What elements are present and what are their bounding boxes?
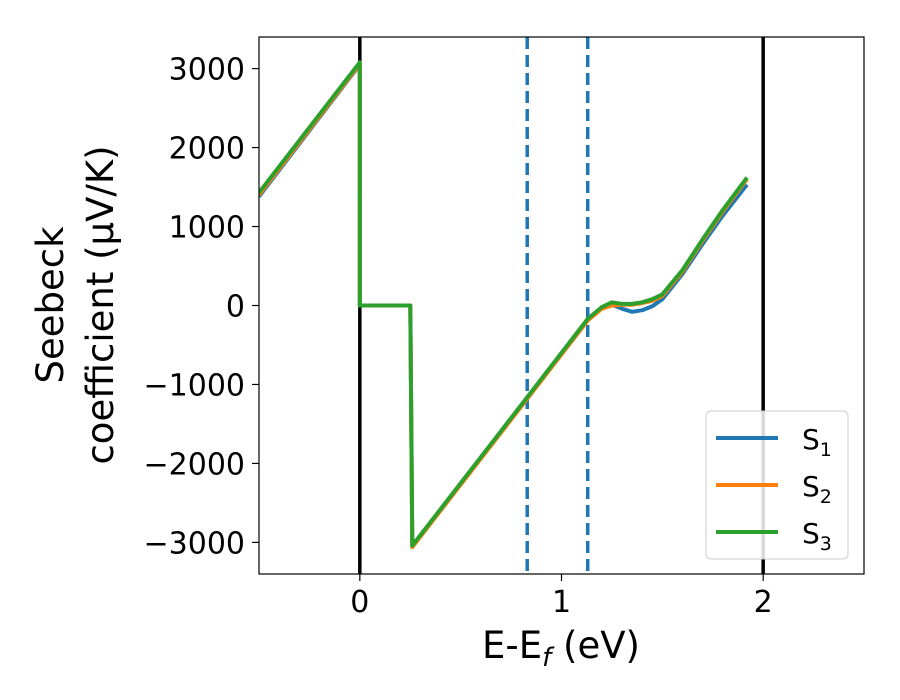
legend: S1 S2 S3 <box>705 410 849 560</box>
y-axis: −3000 −2000 −1000 0 1000 2000 3000 <box>144 53 259 561</box>
x-axis-title: E-Ef (eV) <box>482 624 640 673</box>
x-axis-title-tail: (eV) <box>551 624 640 667</box>
series-line-3 <box>259 60 749 548</box>
legend-label-2: S2 <box>802 470 832 508</box>
legend-label-1: S1 <box>802 423 832 461</box>
y-tick-label: 2000 <box>169 132 245 167</box>
y-tick-label: 0 <box>226 290 245 325</box>
x-tick-label: 2 <box>754 585 773 620</box>
y-tick-label: −1000 <box>144 368 245 403</box>
y-axis-title-line2: coefficient (μV/K) <box>79 145 122 464</box>
y-tick-label: 3000 <box>169 53 245 88</box>
y-tick-label: −2000 <box>144 447 245 482</box>
x-axis: 0 1 2 <box>350 574 773 620</box>
legend-label-3: S3 <box>802 517 832 555</box>
x-axis-title-main: E-E <box>482 624 542 667</box>
x-tick-label: 0 <box>350 585 369 620</box>
y-tick-label: 1000 <box>169 211 245 246</box>
y-axis-title-line1: Seebeck <box>29 226 72 384</box>
x-tick-label: 1 <box>552 585 571 620</box>
y-tick-label: −3000 <box>144 526 245 561</box>
